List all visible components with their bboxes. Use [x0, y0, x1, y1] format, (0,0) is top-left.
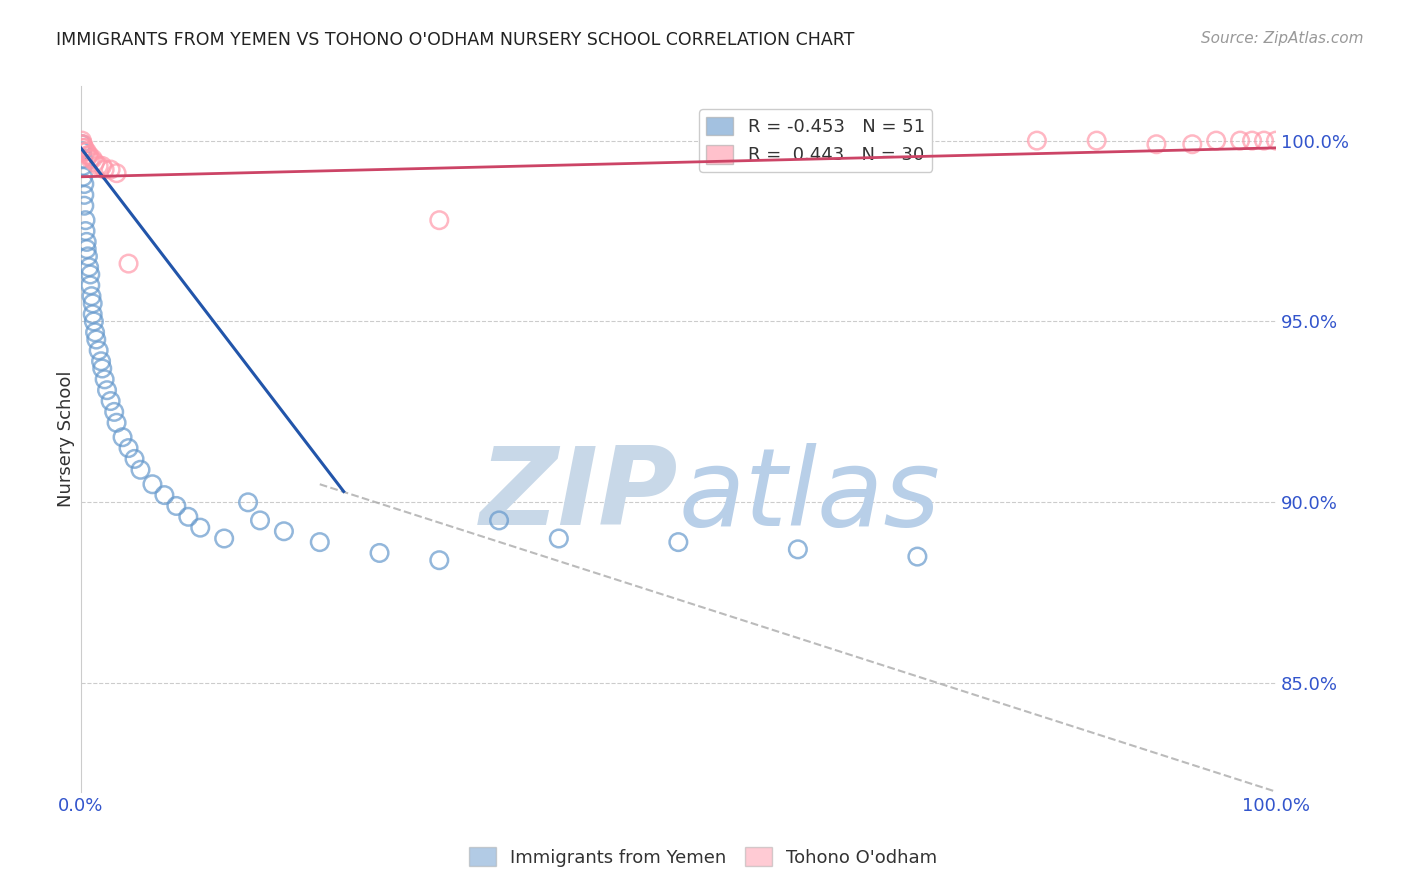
Point — [73, 187, 96, 202]
Point — [76, 235, 98, 249]
Point — [141, 477, 163, 491]
Legend: R = -0.453   N = 51, R =  0.443   N = 30: R = -0.453 N = 51, R = 0.443 N = 30 — [699, 110, 932, 171]
Legend: Immigrants from Yemen, Tohono O'odham: Immigrants from Yemen, Tohono O'odham — [461, 840, 945, 874]
Point — [76, 145, 98, 159]
Point — [547, 532, 569, 546]
Point — [105, 166, 128, 180]
Point — [73, 141, 96, 155]
Point — [105, 416, 128, 430]
Point — [73, 177, 96, 191]
Point — [129, 463, 152, 477]
Point — [117, 257, 139, 271]
Point — [77, 148, 100, 162]
Point — [1085, 134, 1108, 148]
Point — [75, 213, 97, 227]
Point — [79, 268, 101, 282]
Point — [82, 296, 104, 310]
Point — [1241, 134, 1264, 148]
Point — [905, 137, 928, 152]
Point — [188, 521, 211, 535]
Point — [427, 213, 450, 227]
Text: IMMIGRANTS FROM YEMEN VS TOHONO O'ODHAM NURSERY SCHOOL CORRELATION CHART: IMMIGRANTS FROM YEMEN VS TOHONO O'ODHAM … — [56, 31, 855, 49]
Point — [212, 532, 235, 546]
Point — [1253, 134, 1275, 148]
Point — [786, 542, 808, 557]
Point — [1025, 134, 1047, 148]
Point — [84, 333, 107, 347]
Point — [100, 394, 122, 409]
Point — [84, 326, 107, 340]
Point — [236, 495, 259, 509]
Text: ZIP: ZIP — [479, 442, 678, 549]
Point — [111, 430, 134, 444]
Point — [308, 535, 330, 549]
Point — [79, 278, 101, 293]
Point — [87, 159, 110, 173]
Point — [1181, 137, 1204, 152]
Point — [87, 343, 110, 358]
Point — [1265, 134, 1288, 148]
Point — [91, 361, 114, 376]
Point — [124, 451, 146, 466]
Point — [1229, 134, 1251, 148]
Point — [153, 488, 176, 502]
Point — [249, 513, 271, 527]
Point — [72, 159, 94, 173]
Point — [273, 524, 295, 539]
Point — [77, 148, 100, 162]
Point — [72, 152, 94, 166]
Point — [666, 535, 689, 549]
Point — [72, 141, 94, 155]
Point — [83, 314, 105, 328]
Point — [73, 199, 96, 213]
Point — [488, 513, 510, 527]
Point — [177, 509, 200, 524]
Point — [70, 145, 93, 159]
Point — [103, 405, 125, 419]
Point — [96, 383, 118, 397]
Point — [100, 162, 122, 177]
Point — [75, 145, 97, 159]
Point — [77, 249, 100, 263]
Point — [70, 137, 93, 152]
Point — [75, 224, 97, 238]
Point — [1205, 134, 1227, 148]
Point — [368, 546, 391, 560]
Text: atlas: atlas — [678, 443, 941, 548]
Y-axis label: Nursery School: Nursery School — [58, 371, 75, 508]
Point — [70, 134, 93, 148]
Point — [72, 169, 94, 184]
Point — [82, 152, 104, 166]
Point — [77, 260, 100, 275]
Text: Source: ZipAtlas.com: Source: ZipAtlas.com — [1201, 31, 1364, 46]
Point — [72, 137, 94, 152]
Point — [82, 307, 104, 321]
Point — [93, 162, 115, 177]
Point — [427, 553, 450, 567]
Point — [91, 159, 114, 173]
Point — [84, 155, 107, 169]
Point — [70, 137, 93, 152]
Point — [905, 549, 928, 564]
Point — [79, 152, 101, 166]
Point — [93, 372, 115, 386]
Point — [80, 289, 103, 303]
Point — [786, 137, 808, 152]
Point — [76, 242, 98, 256]
Point — [165, 499, 187, 513]
Point — [117, 441, 139, 455]
Point — [1146, 137, 1168, 152]
Point — [90, 354, 112, 368]
